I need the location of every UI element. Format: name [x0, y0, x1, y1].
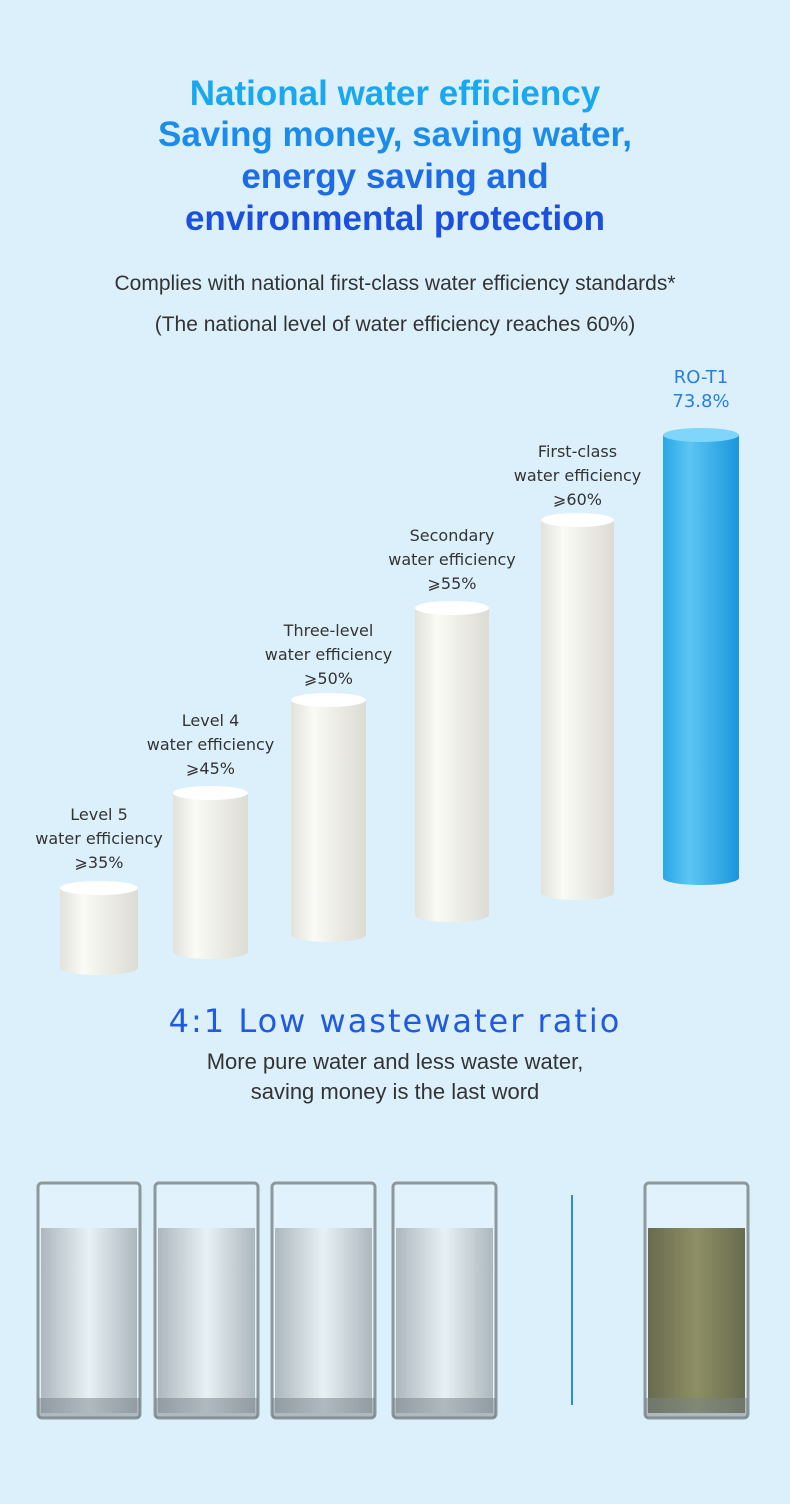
water: [41, 1228, 137, 1413]
cylinder: [541, 520, 614, 901]
title-line: National water efficiency: [189, 74, 601, 113]
glass-base: [38, 1398, 140, 1418]
label-line: Level 5: [70, 805, 128, 824]
title-line: environmental protection: [184, 199, 606, 238]
label-line: water efficiency: [35, 829, 163, 848]
glass: [36, 1181, 142, 1420]
cylinder: [663, 435, 739, 885]
ratio-text: saving money is the last word: [250, 1079, 540, 1104]
label-line: Secondary: [409, 526, 495, 545]
label-line: water efficiency: [146, 735, 275, 754]
label-line: Three-level: [283, 621, 374, 640]
label-line: RO-T1: [673, 367, 729, 388]
title-line: energy saving and: [241, 157, 549, 196]
label-line: ⩾60%: [553, 490, 602, 509]
cylinder-top: [173, 786, 248, 800]
subtitle-line: (The national level of water efficiency …: [154, 313, 636, 336]
title-line: Saving money, saving water,: [158, 115, 632, 154]
glass-base: [272, 1398, 375, 1418]
water: [275, 1228, 372, 1413]
cylinder-top: [415, 601, 489, 615]
level-label: Three-level water efficiency ⩾50%: [229, 619, 429, 691]
glass-base: [393, 1398, 496, 1418]
glass-base: [155, 1398, 258, 1418]
label-line: ⩾45%: [186, 759, 235, 778]
level-label: Secondary water efficiency ⩾55%: [352, 524, 552, 596]
subtitle-line: Complies with national first-class water…: [114, 272, 676, 295]
cylinder-top: [541, 513, 614, 527]
cylinder-top: [60, 881, 138, 895]
label-line: Level 4: [181, 711, 240, 730]
label-line: 73.8%: [672, 391, 730, 412]
level-label: First-class water efficiency ⩾60%: [478, 440, 678, 512]
cylinder: [60, 888, 138, 975]
label-line: First-class: [537, 442, 618, 461]
glass: [153, 1181, 260, 1420]
cylinder-top: [663, 428, 739, 442]
level-label: RO-T1 73.8%: [601, 366, 790, 414]
cylinder: [291, 700, 366, 943]
ratio-title: 4:1 Low wastewater ratio: [168, 1002, 622, 1040]
glass-base: [645, 1398, 748, 1418]
label-line: ⩾55%: [427, 574, 477, 593]
label-line: water efficiency: [513, 466, 642, 485]
glass: [270, 1181, 377, 1420]
label-line: water efficiency: [388, 550, 516, 569]
cylinder-top: [291, 693, 366, 707]
water: [396, 1228, 493, 1413]
glass: [643, 1181, 750, 1420]
water: [158, 1228, 255, 1413]
label-line: ⩾35%: [74, 853, 124, 872]
label-line: water efficiency: [264, 645, 393, 664]
water: [648, 1228, 745, 1413]
level-label: Level 4 water efficiency ⩾45%: [111, 709, 311, 781]
ratio-text: More pure water and less waste water,: [206, 1049, 584, 1074]
cylinder: [415, 608, 489, 922]
glass: [391, 1181, 498, 1420]
label-line: ⩾50%: [304, 669, 353, 688]
cylinder: [173, 793, 248, 959]
level-label: Level 5 water efficiency ⩾35%: [0, 803, 199, 875]
